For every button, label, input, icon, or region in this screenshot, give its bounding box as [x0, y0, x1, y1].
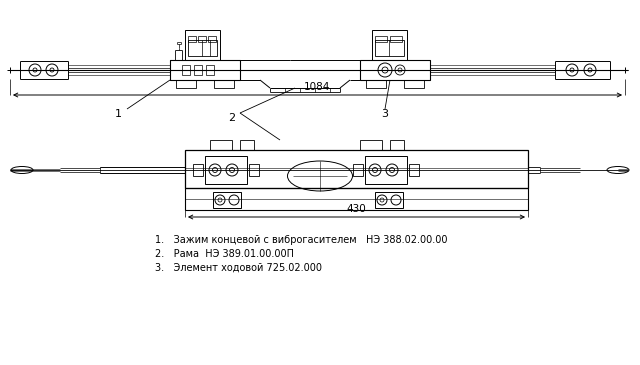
Text: 2: 2: [228, 113, 236, 123]
Bar: [193, 164, 203, 176]
Bar: [205, 156, 247, 184]
Bar: [390, 140, 404, 150]
Text: 2.   Рама  НЭ 389.01.00.00П: 2. Рама НЭ 389.01.00.00П: [155, 249, 294, 259]
Bar: [213, 192, 241, 208]
Bar: [360, 60, 430, 80]
Bar: [185, 150, 528, 188]
Bar: [353, 164, 363, 176]
Text: 1: 1: [115, 109, 122, 119]
Bar: [185, 188, 528, 210]
Bar: [366, 80, 386, 88]
Bar: [210, 140, 232, 150]
Bar: [182, 65, 190, 75]
Text: 3.   Элемент ходовой 725.02.000: 3. Элемент ходовой 725.02.000: [155, 263, 322, 273]
Bar: [372, 30, 407, 60]
Bar: [390, 36, 402, 42]
Text: 1084: 1084: [304, 82, 330, 92]
Bar: [170, 60, 240, 80]
Bar: [360, 140, 382, 150]
Bar: [404, 80, 424, 88]
Bar: [185, 30, 220, 60]
Bar: [375, 36, 387, 42]
Bar: [206, 65, 214, 75]
Bar: [409, 164, 419, 176]
Text: 1.   Зажим концевой с виброгасителем   НЭ 388.02.00.00: 1. Зажим концевой с виброгасителем НЭ 38…: [155, 235, 447, 245]
Text: 430: 430: [347, 204, 366, 214]
Bar: [176, 80, 196, 88]
Bar: [198, 36, 206, 42]
Bar: [208, 36, 216, 42]
Bar: [240, 140, 254, 150]
Bar: [188, 36, 196, 42]
Bar: [375, 40, 404, 56]
Bar: [249, 164, 259, 176]
Bar: [375, 192, 403, 208]
Bar: [214, 80, 234, 88]
Bar: [188, 40, 217, 56]
Bar: [365, 156, 407, 184]
Text: 3: 3: [381, 109, 388, 119]
Bar: [194, 65, 202, 75]
